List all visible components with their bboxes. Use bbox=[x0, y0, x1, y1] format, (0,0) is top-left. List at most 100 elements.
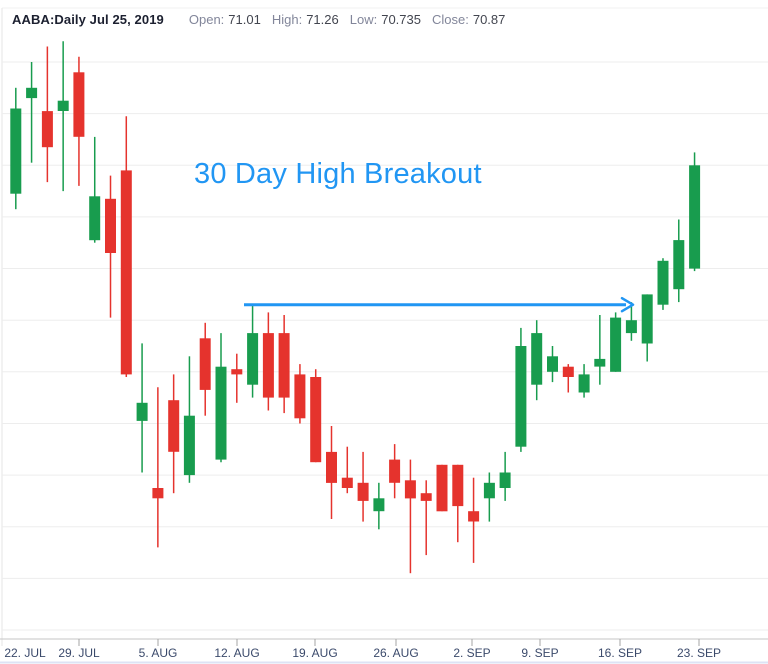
candle-aug-26[interactable] bbox=[389, 444, 401, 499]
candle-aug-23[interactable] bbox=[373, 482, 385, 530]
x-axis-label: 23. SEP bbox=[677, 646, 721, 660]
candle-sep-6[interactable] bbox=[515, 327, 527, 452]
candle-sep-20[interactable] bbox=[673, 219, 685, 303]
x-axis[interactable]: 22. JUL 29. JUL 5. AUG 12. AUG 19. AUG 26. AU… bbox=[0, 638, 768, 660]
candle-body bbox=[57, 100, 69, 111]
candle-aug-21[interactable] bbox=[341, 446, 353, 494]
candle-sep-10[interactable] bbox=[547, 346, 558, 383]
candle-body bbox=[136, 402, 148, 421]
candle-aug-29[interactable] bbox=[436, 464, 448, 512]
candle-aug-19[interactable] bbox=[310, 369, 322, 463]
bottom-edge-strip bbox=[0, 661, 768, 664]
x-axis-label: 22. JUL bbox=[4, 646, 46, 660]
candle-body bbox=[689, 165, 701, 269]
candle-aug-15[interactable] bbox=[278, 315, 290, 414]
candle-jul-24[interactable] bbox=[26, 62, 38, 163]
x-axis-label: 19. AUG bbox=[292, 646, 337, 660]
low-value: 70.735 bbox=[381, 12, 421, 27]
low-label: Low: bbox=[349, 12, 378, 27]
candle-body bbox=[641, 294, 653, 344]
candle-body bbox=[357, 482, 369, 501]
candle-sep-16[interactable] bbox=[610, 312, 622, 372]
candle-sep-19[interactable] bbox=[657, 258, 669, 310]
candle-sep-13[interactable] bbox=[594, 315, 606, 385]
candle-aug-27[interactable] bbox=[404, 459, 416, 574]
candle-aug-12[interactable] bbox=[231, 353, 243, 403]
candle-sep-23[interactable] bbox=[689, 152, 701, 272]
close-label: Close: bbox=[431, 12, 469, 27]
candle-body bbox=[294, 374, 306, 419]
chart-legend-header: AABA:Daily Jul 25, 2019 Open: 71.01 High: 71… bbox=[12, 0, 505, 40]
symbol-title: AABA:Daily Jul 25, 2019 bbox=[12, 12, 164, 27]
candle-jul-26[interactable] bbox=[57, 41, 69, 192]
candle-body bbox=[483, 482, 495, 499]
breakout-arrowhead-icon bbox=[620, 296, 635, 313]
candle-sep-17[interactable] bbox=[625, 302, 637, 341]
x-axis-label: 9. SEP bbox=[521, 646, 558, 660]
candle-aug-8[interactable] bbox=[199, 322, 211, 416]
candle-body bbox=[168, 400, 180, 452]
breakout-arrow[interactable] bbox=[244, 296, 635, 313]
candle-body bbox=[610, 317, 622, 372]
candle-aug-1[interactable] bbox=[120, 116, 132, 377]
candle-aug-28[interactable] bbox=[420, 480, 432, 556]
candle-body bbox=[515, 346, 527, 447]
candle-body bbox=[120, 170, 132, 375]
candle-body bbox=[578, 374, 590, 393]
candle-sep-3[interactable] bbox=[468, 477, 480, 563]
candle-aug-6[interactable] bbox=[168, 374, 180, 494]
candle-aug-9[interactable] bbox=[215, 333, 227, 463]
candle-jul-30[interactable] bbox=[89, 136, 101, 243]
candle-jul-25[interactable] bbox=[41, 46, 53, 183]
candle-sep-18[interactable] bbox=[641, 294, 653, 362]
candle-sep-4[interactable] bbox=[483, 472, 495, 522]
x-axis-label: 12. AUG bbox=[214, 646, 259, 660]
candle-aug-14[interactable] bbox=[262, 312, 274, 411]
candle-body bbox=[341, 477, 353, 488]
candle-body bbox=[73, 72, 85, 137]
candle-body bbox=[199, 338, 211, 390]
candle-aug-5[interactable] bbox=[152, 387, 164, 548]
candle-body bbox=[89, 196, 101, 241]
x-axis-label: 26. AUG bbox=[373, 646, 418, 660]
candle-sep-5[interactable] bbox=[499, 451, 511, 501]
candle-jul-23[interactable] bbox=[10, 87, 22, 210]
candle-body bbox=[499, 472, 511, 488]
x-axis-label: 5. AUG bbox=[139, 646, 178, 660]
candle-body bbox=[547, 356, 558, 372]
candle-body bbox=[278, 333, 290, 398]
candle-body bbox=[452, 464, 464, 507]
candle-body bbox=[183, 415, 195, 476]
candle-aug-7[interactable] bbox=[183, 356, 195, 483]
candle-jul-31[interactable] bbox=[105, 175, 116, 318]
open-label: Open: bbox=[188, 12, 225, 27]
candle-body bbox=[657, 260, 669, 305]
candle-body bbox=[10, 108, 22, 194]
candle-body bbox=[594, 358, 606, 367]
candle-aug-22[interactable] bbox=[357, 451, 369, 522]
breakout-annotation-text[interactable]: 30 Day High Breakout bbox=[194, 158, 482, 190]
candle-sep-11[interactable] bbox=[562, 364, 574, 393]
candle-body bbox=[436, 464, 448, 512]
candle-body bbox=[41, 111, 53, 148]
candle-body bbox=[404, 480, 416, 499]
high-value: 71.26 bbox=[306, 12, 339, 27]
candle-aug-16[interactable] bbox=[294, 364, 306, 424]
candle-aug-20[interactable] bbox=[326, 426, 337, 519]
candles-series bbox=[10, 41, 701, 574]
candle-body bbox=[562, 366, 574, 377]
x-axis-label: 2. SEP bbox=[453, 646, 490, 660]
candle-body bbox=[262, 333, 274, 398]
candle-sep-12[interactable] bbox=[578, 364, 590, 398]
candle-body bbox=[373, 498, 385, 512]
candle-body bbox=[152, 488, 164, 499]
candle-jul-29[interactable] bbox=[73, 56, 85, 186]
x-axis-label: 16. SEP bbox=[598, 646, 642, 660]
candle-aug-13[interactable] bbox=[247, 304, 259, 398]
candle-body bbox=[247, 333, 259, 385]
candle-sep-9[interactable] bbox=[531, 320, 543, 401]
candle-aug-30[interactable] bbox=[452, 464, 464, 543]
candle-aug-2[interactable] bbox=[136, 343, 148, 473]
